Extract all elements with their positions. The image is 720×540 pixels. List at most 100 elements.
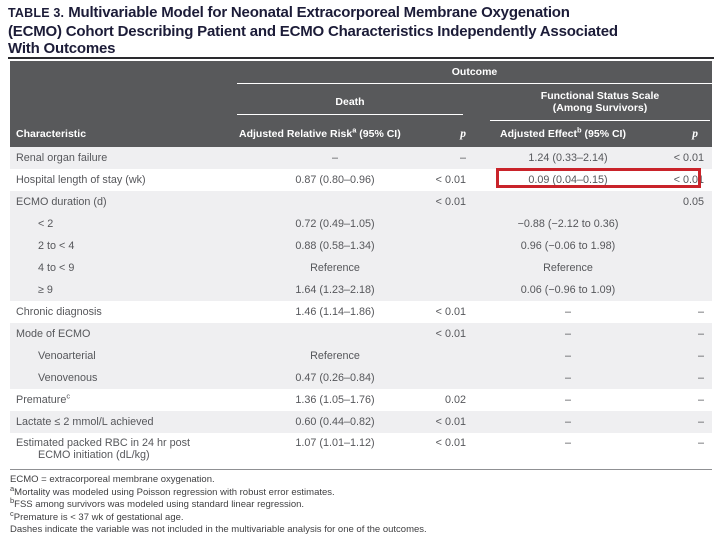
table-row: ECMO duration (d) < 0.01 0.05 — [10, 191, 713, 213]
p-value-death-cell: < 0.01 — [435, 411, 478, 433]
characteristic-cell: Prematurec — [16, 391, 71, 406]
p-value-fss-cell — [658, 213, 713, 235]
adjusted-relative-risk-cell: 1.64 (1.23–2.18) — [235, 279, 435, 301]
characteristic-cell: ≥ 9 — [10, 279, 235, 301]
table-title-line1: TABLE 3. Multivariable Model for Neonata… — [8, 4, 570, 21]
p-value-death-cell: 0.02 — [444, 393, 466, 406]
p-value-fss-cell — [658, 279, 713, 301]
adjusted-effect-cell: – — [564, 437, 571, 449]
p-value-fss-cell: 0.05 — [658, 191, 713, 213]
p-value-death-cell: < 0.01 — [435, 191, 478, 213]
p-value-fss-cell: – — [658, 345, 713, 367]
p-value-death-cell: < 0.01 — [435, 323, 478, 345]
p-value-fss-cell: – — [698, 393, 705, 406]
adjusted-effect-cell: −0.88 (−2.12 to 0.36) — [478, 213, 658, 235]
adjusted-relative-risk-cell: Reference — [235, 257, 435, 279]
p-value-death-cell: < 0.01 — [435, 173, 466, 186]
header-spacer — [10, 61, 235, 84]
adjusted-relative-risk-cell: Reference — [235, 345, 435, 367]
p-value-death-cell — [435, 213, 478, 235]
characteristic-cell: Lactate ≤ 2 mmol/L achieved — [10, 411, 235, 433]
table-footnotes: ECMO = extracorporeal membrane oxygenati… — [10, 474, 718, 537]
p-value-fss-cell: – — [658, 367, 713, 389]
table-title: TABLE 3. Multivariable Model for Neonata… — [8, 4, 716, 58]
p-value-death-cell — [435, 367, 478, 389]
characteristic-cell: Venoarterial — [10, 345, 235, 367]
table-row: < 2 0.72 (0.49–1.05) −0.88 (−2.12 to 0.36) — [10, 213, 713, 235]
header-row-outcome: Outcome — [10, 61, 713, 84]
adjusted-effect-cell: 0.09 (0.04–0.15) — [528, 173, 608, 186]
header-spacer — [10, 84, 235, 121]
table-row: Venovenous 0.47 (0.26–0.84) – – — [10, 367, 713, 389]
adjusted-effect-cell: – — [478, 323, 658, 345]
footnote-line: aMortality was modeled using Poisson reg… — [10, 483, 335, 498]
outcome-group-label: Outcome — [237, 62, 713, 84]
adjusted-effect-cell: – — [478, 345, 658, 367]
table-row: Prematurec 1.36 (1.05–1.76) 0.02 – – — [10, 389, 712, 411]
table-row: 4 to < 9 Reference Reference — [10, 257, 713, 279]
table-row: Venoarterial Reference – – — [10, 345, 713, 367]
table-number-label: TABLE 3. — [8, 6, 65, 20]
table-row: ≥ 9 1.64 (1.23–2.18) 0.06 (−0.96 to 1.09) — [10, 279, 713, 301]
adjusted-relative-risk-cell: 0.88 (0.58–1.34) — [235, 235, 435, 257]
p-value-death-cell: < 0.01 — [435, 305, 466, 318]
table-row: Mode of ECMO < 0.01– – — [10, 323, 713, 345]
death-group-label: Death — [237, 90, 463, 115]
p-value-death-cell — [435, 345, 478, 367]
title-divider-rule — [8, 57, 714, 59]
column-header-characteristic: Characteristic — [10, 121, 235, 147]
table-row: 2 to < 4 0.88 (0.58–1.34) 0.96 (−0.06 to 1… — [10, 235, 713, 257]
characteristic-cell: < 2 — [10, 213, 235, 235]
characteristic-cell: 4 to < 9 — [10, 257, 235, 279]
adjusted-effect-cell: 0.06 (−0.96 to 1.09) — [478, 279, 658, 301]
characteristic-cell: 2 to < 4 — [10, 235, 235, 257]
column-header-p-death: p — [435, 121, 478, 147]
adjusted-effect-cell: – — [478, 411, 658, 433]
table-title-line2: (ECMO) Cohort Describing Patient and ECM… — [8, 22, 618, 40]
p-value-fss-cell: – — [658, 323, 713, 345]
footnote-line: cPremature is < 37 wk of gestational age… — [10, 508, 184, 523]
characteristic-cell: Renal organ failure — [10, 147, 235, 169]
p-value-fss-cell: – — [698, 437, 705, 449]
p-value-fss-cell — [658, 257, 713, 279]
characteristic-cell: ECMO duration (d) — [10, 191, 235, 213]
column-header-adjusted-relative-risk: Adjusted Relative Riska (95% CI) — [235, 121, 435, 147]
results-table: Outcome Death Functional Status Scale (A… — [10, 61, 713, 470]
adjusted-relative-risk-cell: 0.87 (0.80–0.96) — [295, 173, 375, 186]
adjusted-effect-cell: – — [564, 305, 571, 318]
adjusted-effect-cell: 1.24 (0.33–2.14) — [478, 147, 658, 169]
characteristic-cell: Estimated packed RBC in 24 hr post ECMO i… — [16, 437, 191, 462]
table-body: Renal organ failure – –1.24 (0.33–2.14) < 0… — [10, 147, 713, 469]
adjusted-relative-risk-cell: 1.46 (1.14–1.86) — [295, 305, 375, 318]
death-group-header: Death — [235, 84, 478, 121]
p-value-fss-cell: < 0.01 — [673, 173, 705, 186]
table-header: Outcome Death Functional Status Scale (A… — [10, 61, 713, 147]
adjusted-relative-risk-cell: 0.47 (0.26–0.84) — [235, 367, 435, 389]
adjusted-relative-risk-cell: 0.72 (0.49–1.05) — [235, 213, 435, 235]
fss-group-label: Functional Status Scale (Among Survivors… — [490, 84, 711, 121]
adjusted-relative-risk-cell: 1.07 (1.01–1.12) — [295, 437, 375, 449]
p-value-death-cell — [435, 235, 478, 257]
adjusted-effect-cell: Reference — [478, 257, 658, 279]
table-row: Hospital length of stay (wk) 0.87 (0.80–0… — [10, 169, 712, 191]
adjusted-relative-risk-cell — [235, 323, 435, 345]
p-value-death-cell — [435, 279, 478, 301]
adjusted-effect-cell: – — [564, 393, 571, 406]
p-value-fss-cell: – — [698, 305, 705, 318]
outcome-group-header: Outcome — [235, 61, 713, 84]
header-row-groups: Death Functional Status Scale (Among Sur… — [10, 84, 713, 121]
fss-group-header: Functional Status Scale (Among Survivors… — [478, 84, 713, 121]
footnote-line: Dashes indicate the variable was not inc… — [10, 524, 427, 536]
characteristic-cell: Venovenous — [10, 367, 235, 389]
results-table-wrapper: Outcome Death Functional Status Scale (A… — [10, 61, 713, 470]
table-row: Lactate ≤ 2 mmol/L achieved 0.60 (0.44–0.… — [10, 411, 713, 433]
characteristic-cell: Mode of ECMO — [10, 323, 235, 345]
adjusted-relative-risk-cell: – — [235, 147, 435, 169]
table-row: Estimated packed RBC in 24 hr post ECMO i… — [10, 433, 712, 469]
p-value-death-cell: < 0.01 — [435, 437, 466, 449]
column-header-adjusted-effect: Adjusted Effectb (95% CI) — [478, 121, 658, 147]
p-value-death-cell: – — [435, 147, 478, 169]
header-row-columns: Characteristic Adjusted Relative Riska (… — [10, 121, 713, 147]
table-row: Renal organ failure – –1.24 (0.33–2.14) < 0… — [10, 147, 713, 169]
